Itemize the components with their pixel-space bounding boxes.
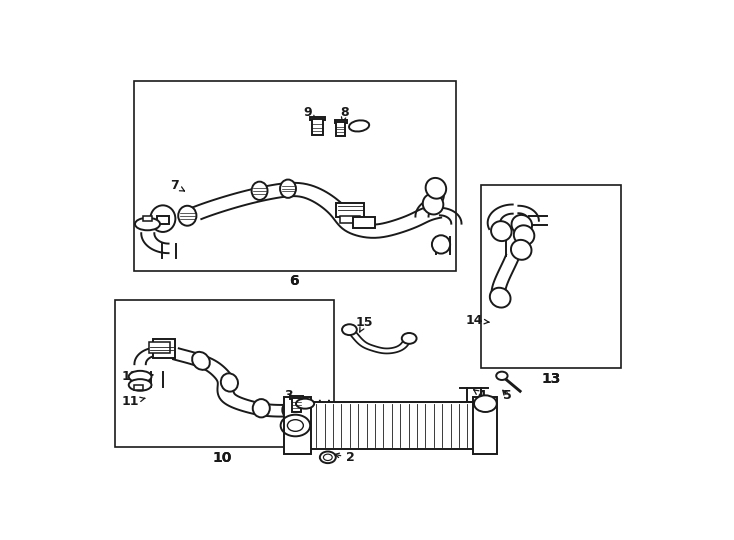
Ellipse shape (192, 352, 210, 370)
Circle shape (324, 454, 333, 461)
Ellipse shape (283, 401, 299, 419)
Ellipse shape (150, 205, 175, 232)
Text: 5: 5 (503, 389, 512, 402)
Circle shape (342, 324, 357, 335)
Ellipse shape (511, 240, 531, 260)
Ellipse shape (178, 206, 197, 226)
Text: 13: 13 (542, 372, 561, 386)
Text: 11: 11 (121, 395, 145, 408)
Bar (284, 396, 310, 454)
Text: 7: 7 (170, 179, 184, 192)
Bar (341, 216, 360, 223)
Circle shape (288, 420, 303, 431)
Bar (473, 396, 497, 454)
Text: 10: 10 (213, 451, 232, 464)
Ellipse shape (512, 215, 532, 235)
Text: 1: 1 (411, 410, 435, 427)
Ellipse shape (221, 373, 238, 392)
Text: 3: 3 (283, 389, 296, 403)
Ellipse shape (135, 218, 160, 230)
Text: 6: 6 (289, 274, 299, 288)
Ellipse shape (432, 235, 450, 254)
Ellipse shape (128, 371, 151, 382)
Text: 13: 13 (542, 372, 561, 386)
Bar (153, 339, 175, 358)
Text: 10: 10 (213, 451, 232, 464)
Ellipse shape (296, 399, 314, 409)
Bar (134, 82, 456, 271)
Bar (115, 300, 333, 447)
Ellipse shape (128, 379, 151, 391)
Ellipse shape (252, 181, 267, 200)
Text: 12: 12 (121, 370, 153, 383)
Bar (143, 216, 152, 221)
Text: 9: 9 (304, 106, 316, 120)
Bar (290, 396, 303, 399)
Bar (148, 342, 170, 353)
Text: 4: 4 (474, 389, 486, 402)
Ellipse shape (514, 225, 534, 245)
Bar (336, 203, 363, 218)
Bar (134, 385, 143, 390)
Ellipse shape (423, 194, 443, 214)
Text: 14: 14 (465, 314, 489, 327)
Bar (354, 217, 375, 228)
Bar (335, 120, 347, 123)
Bar (336, 122, 346, 136)
Circle shape (401, 333, 417, 344)
Ellipse shape (426, 178, 446, 199)
Ellipse shape (349, 120, 369, 132)
Bar (482, 185, 621, 368)
Bar (313, 119, 323, 136)
Ellipse shape (252, 399, 270, 417)
Text: 8: 8 (341, 106, 349, 122)
Ellipse shape (491, 221, 512, 241)
Bar (157, 216, 169, 224)
Bar (308, 402, 476, 449)
Bar (292, 398, 301, 411)
Circle shape (320, 451, 335, 463)
Text: 2: 2 (335, 451, 355, 464)
Ellipse shape (280, 180, 296, 198)
Text: 6: 6 (289, 274, 299, 288)
Ellipse shape (490, 288, 511, 308)
Text: 15: 15 (356, 316, 374, 332)
Circle shape (474, 395, 497, 412)
Bar (310, 117, 324, 120)
Circle shape (496, 372, 508, 380)
